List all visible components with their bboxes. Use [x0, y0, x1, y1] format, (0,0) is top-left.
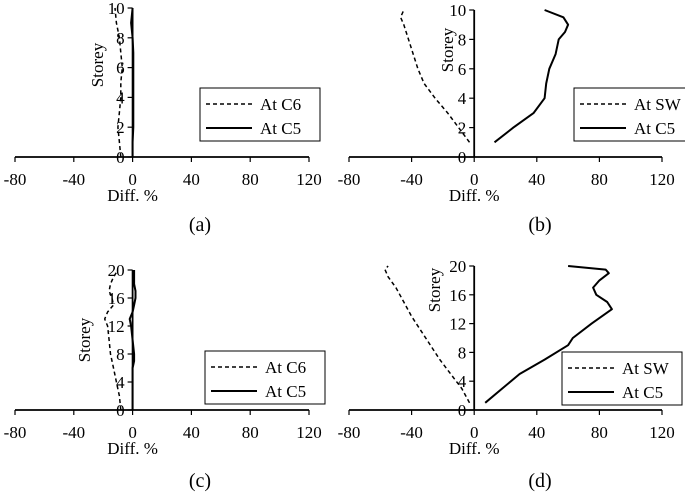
- x-tick-label: 0: [470, 423, 479, 442]
- legend-label: At SW: [634, 95, 682, 114]
- chart-panel-d: -80 -40 0 40 80 120 0 4 8 12 16 20 Diff. % Storey At S…: [338, 257, 683, 492]
- y-tick-label: 0: [458, 401, 467, 420]
- panel-caption: (d): [528, 470, 551, 492]
- y-axis-label: Storey: [438, 27, 457, 72]
- panel-caption: (c): [189, 470, 211, 492]
- y-tick-label: 6: [458, 60, 467, 79]
- y-tick-label: 10: [108, 0, 125, 18]
- y-tick-label: 10: [449, 1, 466, 20]
- y-axis-label: Storey: [88, 42, 107, 87]
- x-tick-label: 120: [296, 423, 322, 442]
- x-tick-label: 0: [128, 170, 137, 189]
- x-tick-label: -80: [338, 170, 361, 189]
- x-axis-label: Diff. %: [449, 439, 500, 458]
- legend: At SW At C5: [573, 87, 685, 142]
- y-tick-label: 4: [116, 373, 125, 392]
- series-line-at-sw: [384, 265, 471, 404]
- y-tick-label: 12: [449, 315, 466, 334]
- legend-box: [199, 87, 321, 142]
- y-tick-label: 16: [449, 286, 466, 305]
- y-tick-label: 8: [116, 345, 125, 364]
- series-line-at-c5: [128, 270, 137, 410]
- legend-box: [204, 350, 326, 405]
- legend: At C6 At C5: [199, 87, 321, 142]
- y-tick-label: 0: [116, 401, 125, 420]
- legend-label: At C5: [260, 119, 301, 138]
- legend: At SW At C5: [561, 351, 683, 406]
- x-tick-label: -80: [338, 423, 361, 442]
- y-axis-label: Storey: [75, 317, 94, 362]
- panel-caption: (a): [189, 214, 211, 236]
- y-tick-label: 8: [116, 29, 125, 48]
- y-tick-label: 6: [116, 59, 125, 78]
- series-line-at-c6: [103, 269, 122, 411]
- y-tick-label: 0: [458, 148, 467, 167]
- x-tick-label: -80: [4, 423, 27, 442]
- panel-caption: (b): [528, 214, 551, 236]
- y-tick-label: 8: [458, 343, 467, 362]
- x-tick-label: 40: [183, 423, 200, 442]
- series-line-at-c5: [493, 9, 570, 144]
- x-tick-label: -80: [4, 170, 27, 189]
- y-tick-label: 20: [108, 261, 125, 280]
- x-tick-label: -40: [62, 170, 85, 189]
- y-tick-label: 12: [108, 317, 125, 336]
- x-tick-label: 0: [128, 423, 137, 442]
- y-tick-label: 4: [458, 372, 467, 391]
- x-tick-label: 0: [470, 170, 479, 189]
- y-tick-label: 0: [116, 148, 125, 167]
- x-axis-label: Diff. %: [107, 439, 158, 458]
- x-tick-label: 80: [591, 170, 608, 189]
- legend-label: At C5: [634, 119, 675, 138]
- x-tick-label: 120: [649, 170, 675, 189]
- legend: At C6 At C5: [204, 350, 326, 405]
- x-tick-label: 80: [242, 170, 259, 189]
- legend-label: At C5: [265, 382, 306, 401]
- chart-panel-c: -80 -40 0 40 80 120 0 4 8 12 16 20 Diff. % Storey At C…: [4, 261, 326, 492]
- x-tick-label: -40: [400, 170, 423, 189]
- x-tick-label: 80: [591, 423, 608, 442]
- series-line-at-c6: [114, 7, 124, 158]
- y-axis-label: Storey: [425, 267, 444, 312]
- series-line-at-c5: [484, 265, 613, 404]
- series-line-at-sw: [399, 9, 471, 143]
- x-tick-label: 40: [183, 170, 200, 189]
- x-tick-label: -40: [62, 423, 85, 442]
- x-tick-label: -40: [400, 423, 423, 442]
- legend-box: [561, 351, 683, 406]
- x-axis-label: Diff. %: [107, 186, 158, 205]
- x-tick-label: 40: [528, 170, 545, 189]
- series-line-at-c5: [130, 7, 135, 157]
- legend-label: At C6: [260, 95, 301, 114]
- x-tick-label: 80: [242, 423, 259, 442]
- y-tick-label: 8: [458, 30, 467, 49]
- y-tick-label: 2: [116, 118, 125, 137]
- x-tick-label: 40: [528, 423, 545, 442]
- legend-label: At SW: [622, 359, 670, 378]
- x-axis-label: Diff. %: [449, 186, 500, 205]
- x-tick-label: 120: [296, 170, 322, 189]
- legend-label: At C6: [265, 358, 306, 377]
- legend-label: At C5: [622, 383, 663, 402]
- y-tick-label: 16: [108, 289, 125, 308]
- legend-box: [573, 87, 685, 142]
- y-tick-label: 20: [449, 257, 466, 276]
- y-tick-label: 2: [458, 119, 467, 138]
- y-tick-label: 4: [458, 89, 467, 108]
- x-tick-label: 120: [649, 423, 675, 442]
